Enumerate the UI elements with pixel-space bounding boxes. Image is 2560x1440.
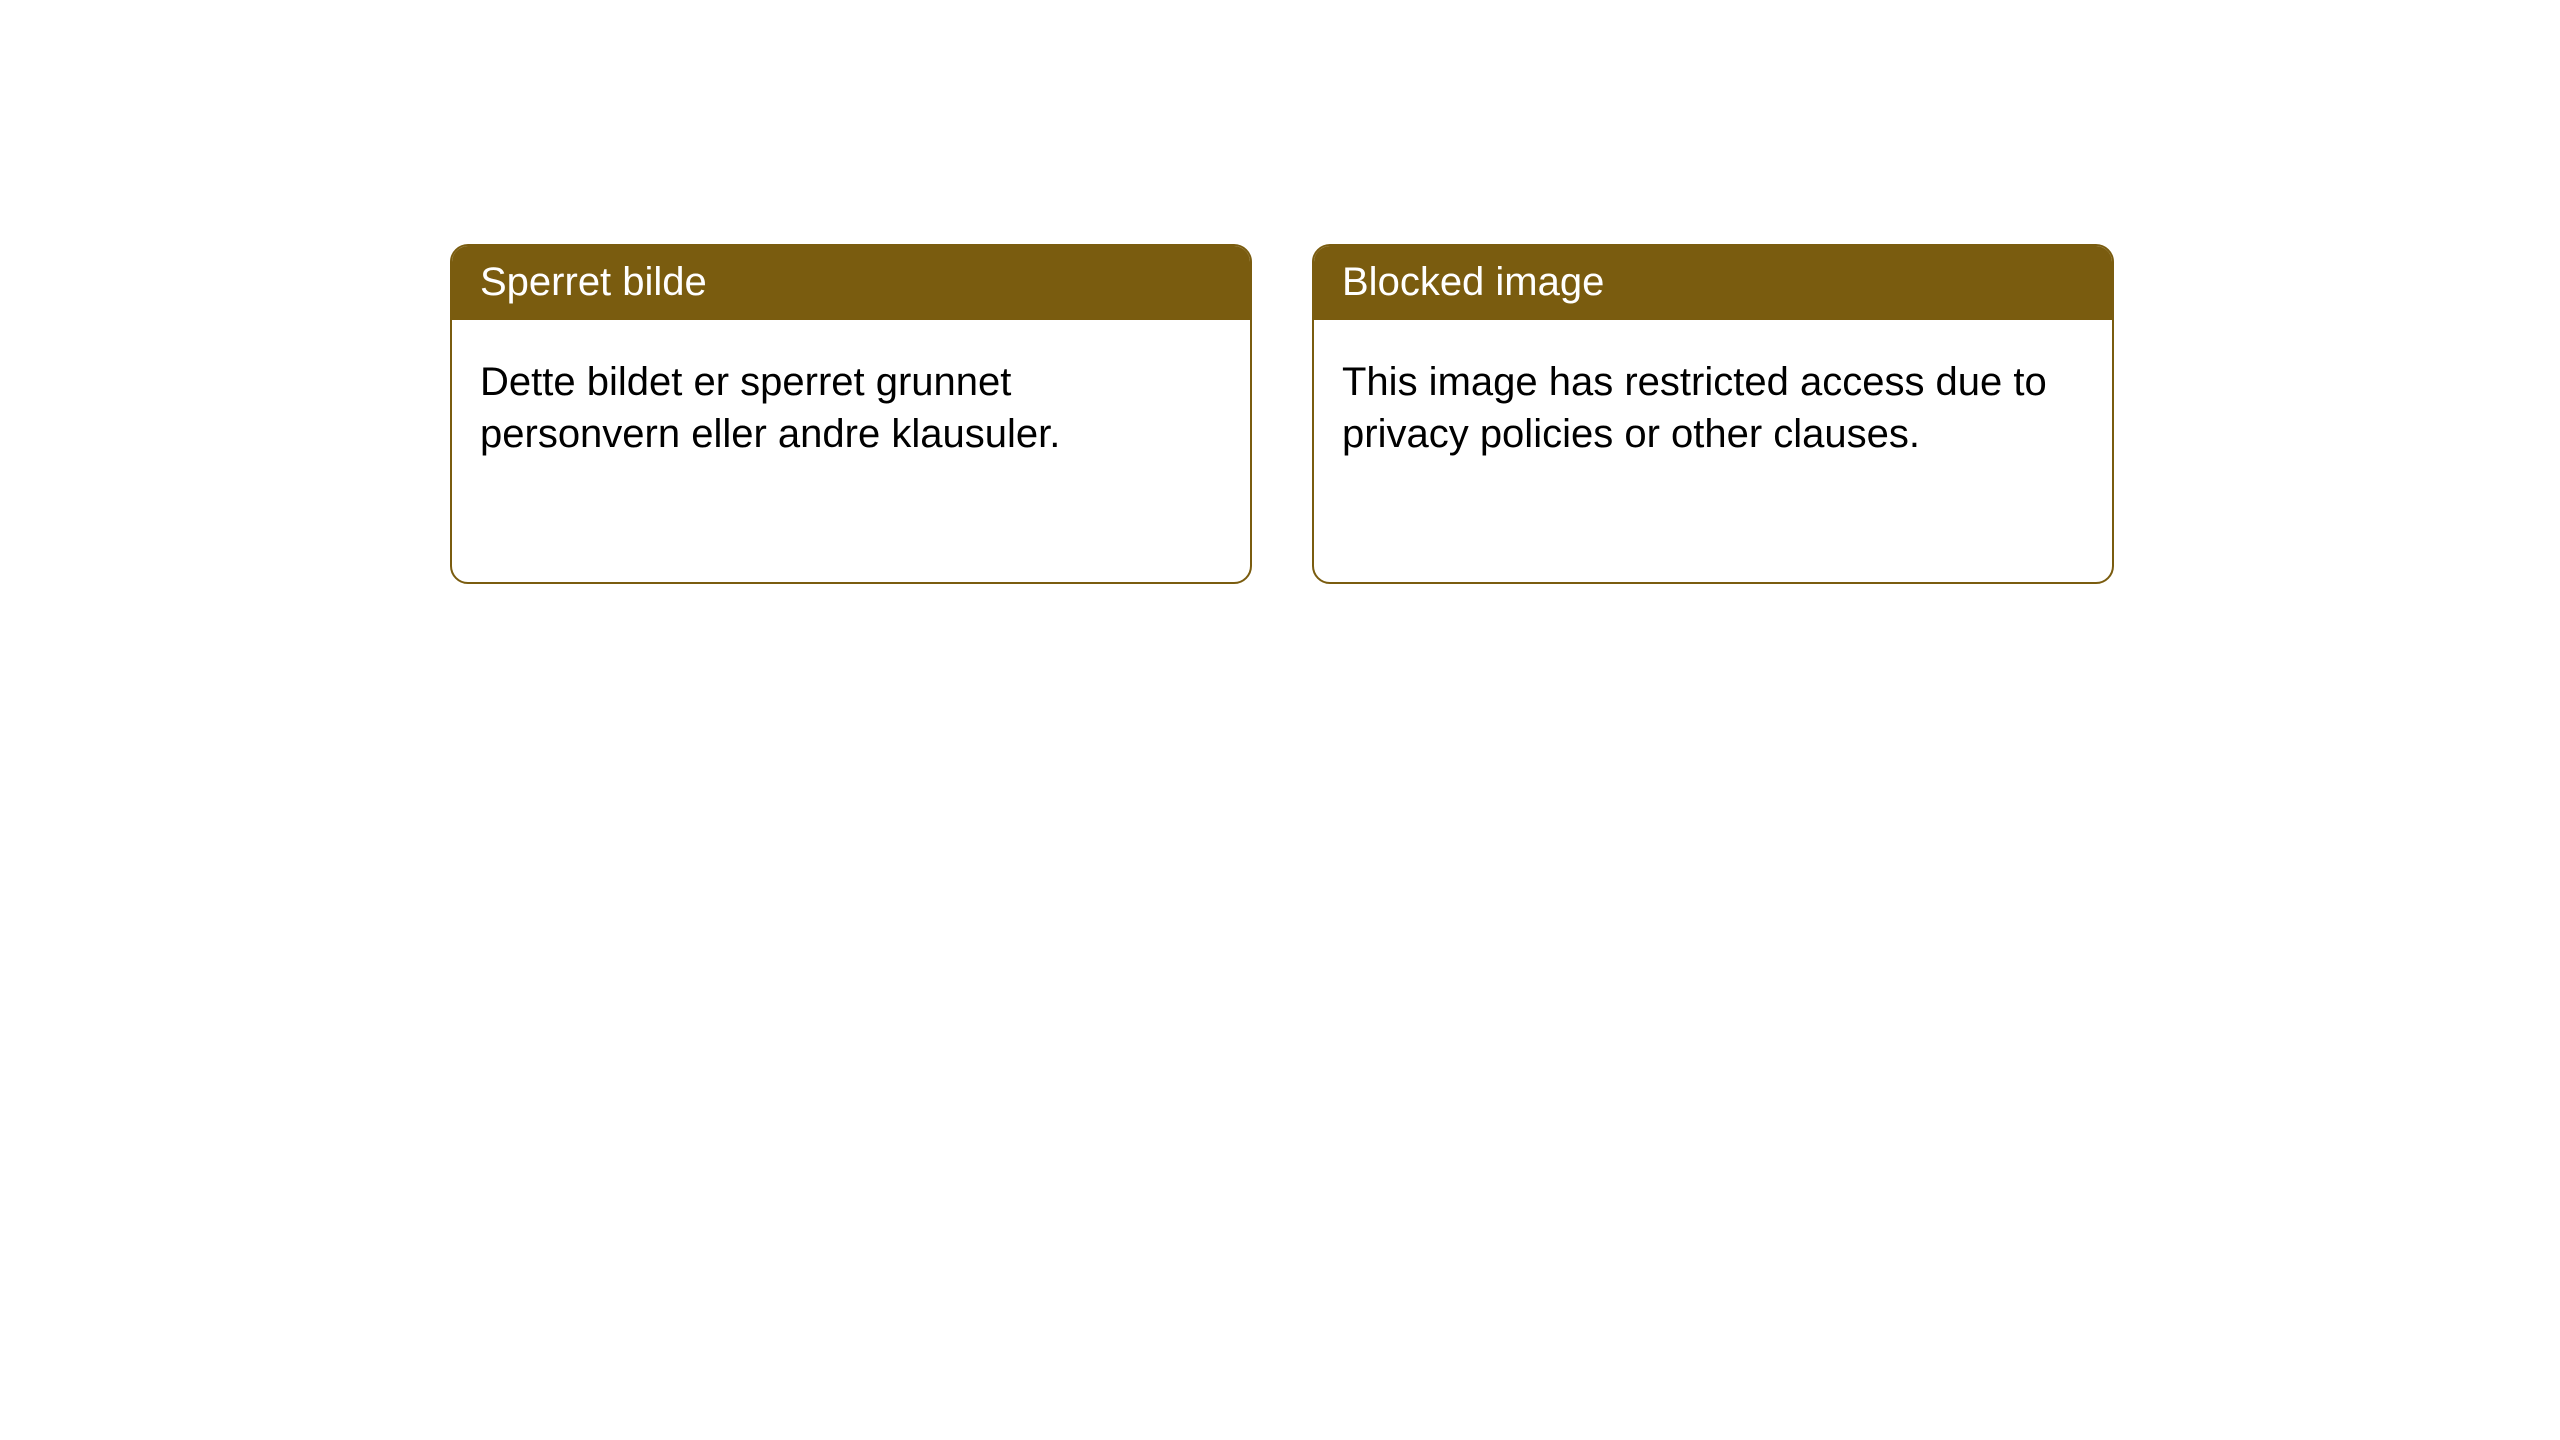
card-text-english: This image has restricted access due to … <box>1342 360 2047 456</box>
card-title-english: Blocked image <box>1342 260 1604 304</box>
card-title-norwegian: Sperret bilde <box>480 260 707 304</box>
card-body-norwegian: Dette bildet er sperret grunnet personve… <box>452 320 1250 496</box>
cards-container: Sperret bilde Dette bildet er sperret gr… <box>450 244 2114 584</box>
card-header-norwegian: Sperret bilde <box>452 246 1250 320</box>
card-header-english: Blocked image <box>1314 246 2112 320</box>
card-text-norwegian: Dette bildet er sperret grunnet personve… <box>480 360 1060 456</box>
card-norwegian: Sperret bilde Dette bildet er sperret gr… <box>450 244 1252 584</box>
card-body-english: This image has restricted access due to … <box>1314 320 2112 496</box>
card-english: Blocked image This image has restricted … <box>1312 244 2114 584</box>
